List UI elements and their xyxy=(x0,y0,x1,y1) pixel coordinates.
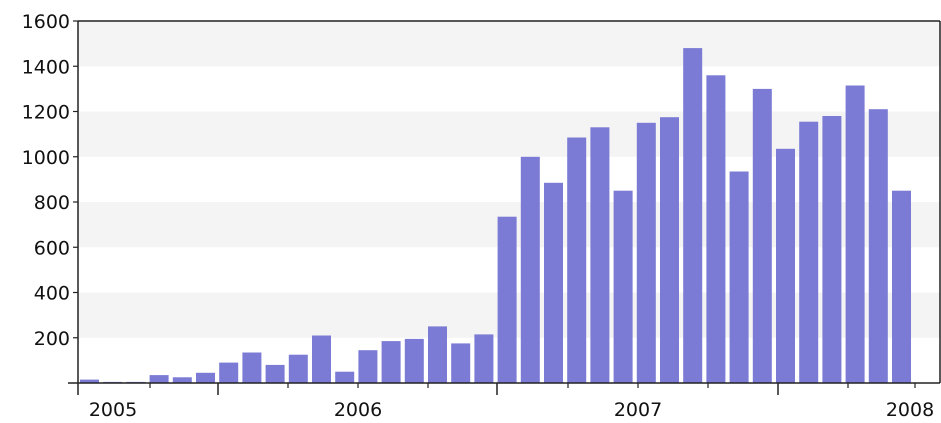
bar xyxy=(335,371,355,383)
grid-band xyxy=(78,66,940,112)
grid-band xyxy=(78,21,940,67)
bar xyxy=(799,121,819,383)
y-tick-label: 400 xyxy=(34,283,70,305)
grid-bands xyxy=(78,21,940,383)
x-tick-label: 2006 xyxy=(334,399,382,421)
bar xyxy=(358,350,378,383)
y-axis: 200 400 600 800 1000 1200 1400 1600 xyxy=(22,11,78,350)
bar xyxy=(219,362,239,383)
bar xyxy=(776,148,795,383)
bar xyxy=(590,127,610,383)
bar xyxy=(636,122,656,384)
x-tick-label: 2007 xyxy=(614,399,662,421)
bar xyxy=(404,338,424,383)
bar xyxy=(428,326,447,383)
bar xyxy=(312,335,331,383)
bar xyxy=(752,88,772,384)
bar xyxy=(729,171,749,383)
grid-band xyxy=(78,156,940,202)
y-tick-label: 1400 xyxy=(22,56,70,78)
bar xyxy=(265,364,285,383)
bar xyxy=(706,75,726,384)
bar xyxy=(451,343,471,383)
bar xyxy=(660,117,679,383)
y-tick-label: 1600 xyxy=(22,11,70,33)
y-tick-label: 600 xyxy=(34,237,70,259)
bar xyxy=(242,352,262,383)
bar xyxy=(520,156,540,384)
y-tick-label: 1200 xyxy=(22,102,70,124)
bar xyxy=(474,334,494,383)
bar xyxy=(613,190,633,383)
bars xyxy=(80,48,911,384)
bar xyxy=(567,137,587,383)
bar xyxy=(196,372,215,383)
bar xyxy=(544,182,563,383)
bar xyxy=(892,190,911,383)
bar xyxy=(80,379,99,383)
bar xyxy=(683,48,703,383)
y-tick-label: 1000 xyxy=(22,147,70,169)
bar xyxy=(149,375,169,383)
grid-band xyxy=(78,111,940,157)
bar xyxy=(381,341,401,383)
bar xyxy=(172,377,192,383)
bar xyxy=(497,216,517,383)
x-tick-label: 2005 xyxy=(89,399,137,421)
y-tick-label: 800 xyxy=(34,192,70,214)
y-tick-label: 200 xyxy=(34,328,70,350)
bar xyxy=(288,354,308,383)
bar xyxy=(822,116,842,383)
bar xyxy=(845,85,865,383)
x-tick-label: 2008 xyxy=(886,399,934,421)
x-axis: 2005 2006 2007 2008 xyxy=(68,382,940,421)
bar xyxy=(868,109,888,383)
